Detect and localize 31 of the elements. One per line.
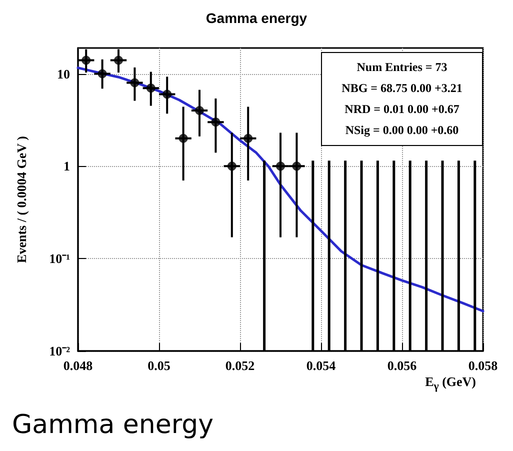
x-tick-label: 0.054 — [306, 358, 336, 373]
annotation: NRD = 0.01 0.00 +0.67 — [344, 101, 460, 118]
y-axis-title: Events / ( 0.0004 GeV ) — [14, 136, 29, 263]
point — [276, 162, 285, 171]
point — [146, 84, 156, 93]
point — [114, 56, 123, 65]
point — [292, 162, 302, 171]
point — [82, 56, 91, 65]
point — [130, 78, 140, 88]
y-tick-label: 1 — [64, 158, 70, 174]
annotation: NSig = 0.00 0.00 +0.60 — [344, 122, 460, 139]
point — [244, 134, 253, 143]
point — [211, 118, 220, 127]
x-axis-title: E$_{γ}$ (GeV) — [425, 374, 476, 393]
point — [178, 134, 188, 143]
x-tick-label: 0.05 — [148, 358, 171, 373]
point — [195, 106, 204, 116]
y-tick-label: 10⁻² — [49, 344, 70, 358]
y-tick-label: 10 — [57, 66, 70, 82]
x-tick-label: 0.058 — [468, 358, 498, 373]
y-tick-label: 10⁻¹ — [49, 251, 70, 266]
annotation: NBG = 68.75 0.00 +3.21 — [340, 80, 464, 97]
x-tick-label: 0.056 — [387, 358, 418, 373]
point — [227, 162, 236, 171]
x-tick-label: 0.048 — [63, 358, 94, 373]
annotation: Num Entries = 73 — [356, 59, 448, 76]
point — [162, 90, 172, 99]
chart-title: Gamma energy — [206, 10, 308, 26]
point — [98, 69, 107, 78]
x-tick-label: 0.052 — [225, 358, 255, 373]
text: Gamma energy — [12, 410, 214, 440]
